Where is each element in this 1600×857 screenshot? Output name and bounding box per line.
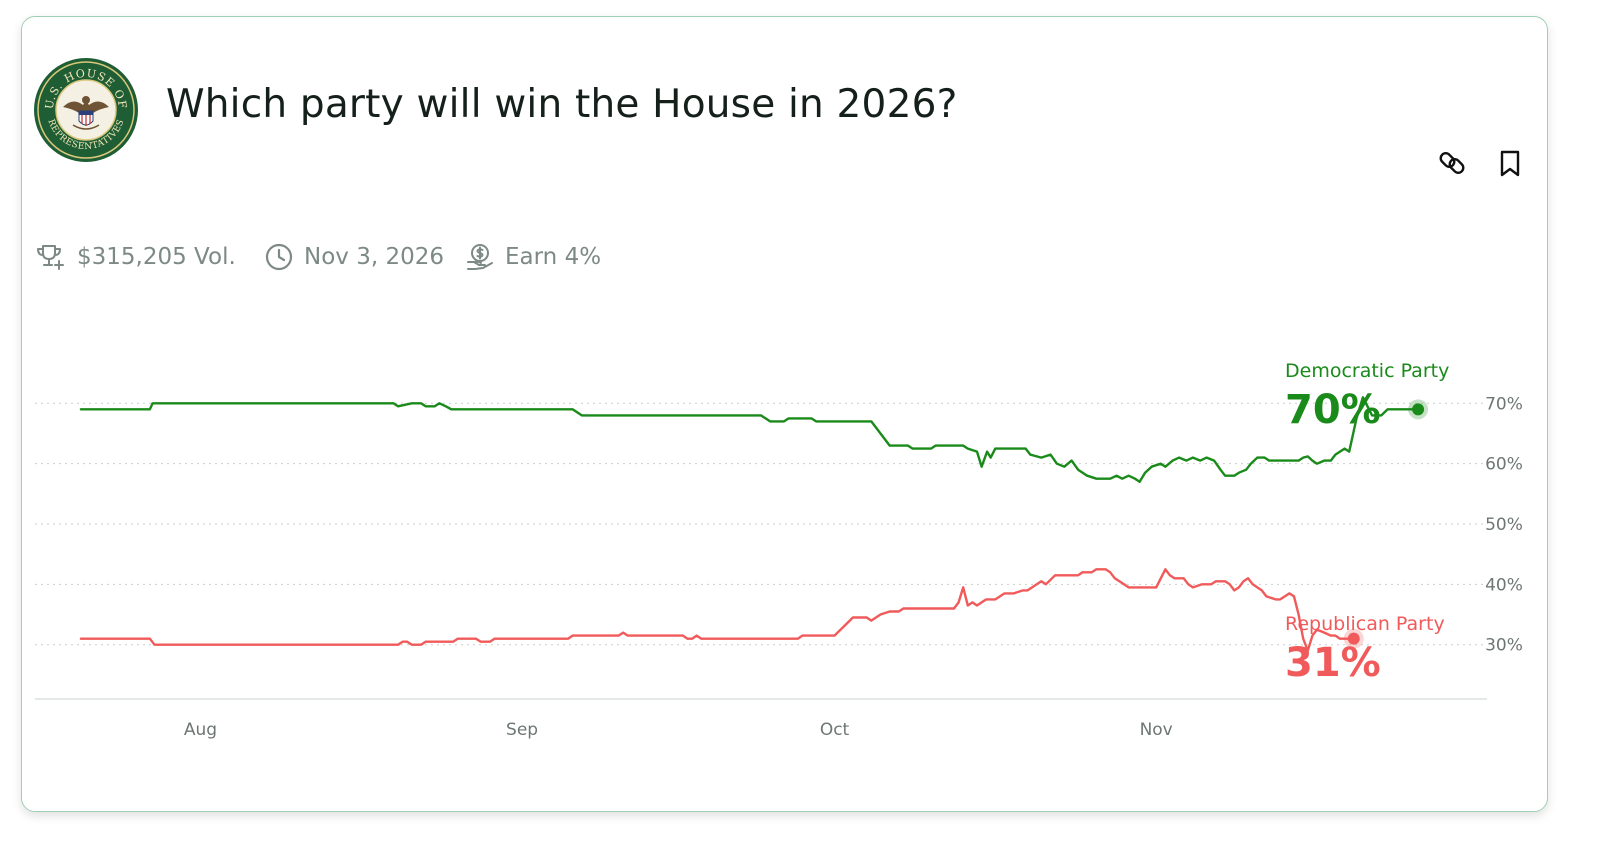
- x-tick-label: Oct: [820, 720, 850, 740]
- end-date-info: Nov 3, 2026: [264, 240, 444, 274]
- republican-end-marker: [1347, 632, 1360, 645]
- copy-link-button[interactable]: [1435, 146, 1469, 180]
- republican-series-name: Republican Party: [1285, 613, 1445, 635]
- market-card: [21, 16, 1548, 812]
- earn-info[interactable]: Earn 4%: [465, 240, 601, 274]
- democratic-series-percent: 70%: [1285, 387, 1381, 433]
- y-tick-label: 40%: [1485, 575, 1523, 595]
- volume-info: $315,205 Vol.: [35, 240, 236, 274]
- end-date-text: Nov 3, 2026: [304, 244, 444, 270]
- y-tick-label: 50%: [1485, 515, 1523, 535]
- clock-icon: [265, 243, 293, 271]
- earn-icon: [467, 244, 493, 270]
- bookmark-icon: [1500, 150, 1520, 177]
- bookmark-button[interactable]: [1493, 146, 1527, 180]
- republican-series-percent: 31%: [1285, 640, 1381, 686]
- y-tick-label: 30%: [1485, 636, 1523, 656]
- democratic-series-name: Democratic Party: [1285, 360, 1449, 382]
- x-tick-label: Nov: [1140, 720, 1173, 740]
- volume-text: $315,205 Vol.: [77, 244, 236, 270]
- market-title: Which party will win the House in 2026?: [166, 82, 958, 127]
- link-icon: [1439, 152, 1465, 174]
- x-tick-label: Aug: [184, 720, 217, 740]
- republican-series-line: [79, 568, 1355, 652]
- trophy-icon: [37, 245, 64, 270]
- x-tick-label: Sep: [506, 720, 538, 740]
- democratic-series-line: [79, 396, 1420, 483]
- democratic-end-marker: [1412, 403, 1425, 416]
- earn-text: Earn 4%: [505, 244, 602, 270]
- y-tick-label: 60%: [1485, 455, 1523, 475]
- y-tick-label: 70%: [1485, 394, 1523, 414]
- house-seal-logo: U.S. HOUSE OF REPRESENTATIVES: [34, 58, 138, 162]
